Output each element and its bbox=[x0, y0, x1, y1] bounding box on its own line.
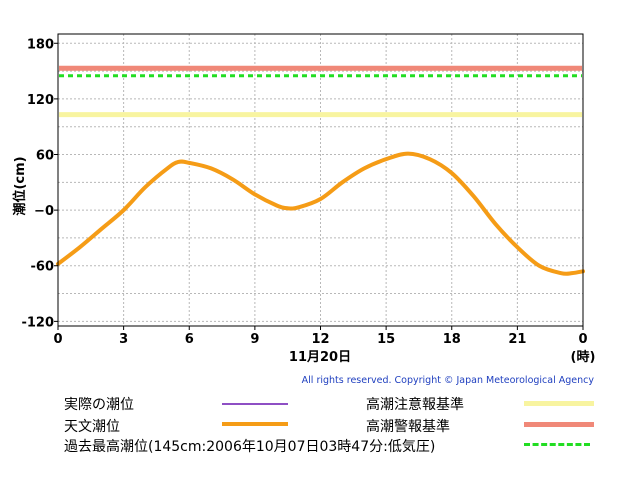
legend-astro-label: 天文潮位 bbox=[64, 419, 120, 435]
legend-record-label: 過去最高潮位(145cm:2006年10月07日03時47分:低気圧) bbox=[64, 439, 436, 455]
x-tick-label: 12 bbox=[311, 332, 329, 347]
reference-lines bbox=[59, 65, 582, 118]
legend-caution-label: 高潮注意報基準 bbox=[366, 397, 464, 413]
y-tick-label: 60 bbox=[36, 149, 54, 164]
copyright-text: All rights reserved. Copyright © Japan M… bbox=[302, 375, 595, 386]
legend-warning-label: 高潮警報基準 bbox=[366, 419, 450, 435]
x-axis-unit-label: (時) bbox=[571, 349, 596, 365]
y-tick-label: -60 bbox=[31, 260, 55, 275]
x-tick-label: 9 bbox=[250, 332, 259, 347]
legend-actual-swatch bbox=[222, 403, 288, 405]
y-axis-label: 潮位(cm) bbox=[12, 156, 28, 215]
x-axis-date-label: 11月20日 bbox=[289, 350, 351, 365]
grid bbox=[57, 34, 584, 326]
x-tick-label: 0 bbox=[53, 332, 62, 347]
x-tick-label: 0 bbox=[578, 332, 587, 347]
series bbox=[56, 151, 585, 276]
y-tick-label: 120 bbox=[27, 93, 54, 108]
y-tick-label: -120 bbox=[21, 315, 54, 330]
legend-astro-swatch bbox=[222, 422, 288, 426]
series-line-astronomical-tide bbox=[56, 151, 585, 276]
y-tick-label: −0 bbox=[34, 204, 54, 219]
x-tick-label: 3 bbox=[119, 332, 128, 347]
x-tick-label: 15 bbox=[377, 332, 395, 347]
legend-caution-swatch bbox=[524, 401, 594, 406]
legend-record-swatch bbox=[524, 443, 590, 446]
x-tick-label: 18 bbox=[443, 332, 461, 347]
x-ticks: 0 3 6 9 12 15 18 21 0 bbox=[53, 326, 588, 347]
x-tick-label: 6 bbox=[185, 332, 194, 347]
y-ticks: 180 120 60 −0 -60 -120 bbox=[21, 37, 58, 330]
y-tick-label: 180 bbox=[27, 37, 54, 52]
x-tick-label: 21 bbox=[508, 332, 526, 347]
legend-warning-swatch bbox=[524, 422, 594, 427]
legend-actual-label: 実際の潮位 bbox=[64, 397, 134, 413]
